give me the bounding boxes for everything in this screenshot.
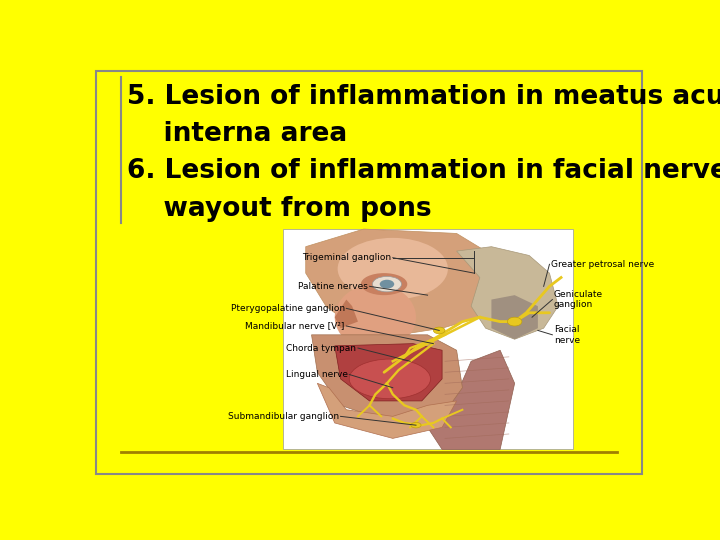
Text: Facial
nerve: Facial nerve	[554, 325, 580, 345]
Text: interna area: interna area	[127, 121, 348, 147]
Polygon shape	[306, 229, 492, 335]
Ellipse shape	[411, 422, 421, 428]
Ellipse shape	[372, 276, 402, 292]
Ellipse shape	[335, 284, 416, 350]
Text: 5. Lesion of inflammation in meatus acusticus: 5. Lesion of inflammation in meatus acus…	[127, 84, 720, 110]
Text: Palatine nerves: Palatine nerves	[298, 282, 368, 291]
Polygon shape	[456, 247, 558, 339]
Text: Geniculate
ganglion: Geniculate ganglion	[554, 290, 603, 309]
Text: wayout from pons: wayout from pons	[127, 196, 432, 222]
Polygon shape	[335, 300, 358, 328]
Text: 6. Lesion of inflammation in facial nerve (N.VII): 6. Lesion of inflammation in facial nerv…	[127, 158, 720, 184]
Text: Lingual nerve: Lingual nerve	[286, 370, 348, 379]
Text: Greater petrosal nerve: Greater petrosal nerve	[551, 260, 654, 269]
Polygon shape	[312, 335, 462, 423]
Ellipse shape	[433, 327, 445, 334]
Polygon shape	[428, 350, 515, 449]
Ellipse shape	[508, 317, 522, 326]
Ellipse shape	[338, 238, 448, 300]
Text: Chorda tympan: Chorda tympan	[287, 343, 356, 353]
Text: Pterygopalatine ganglion: Pterygopalatine ganglion	[230, 304, 345, 313]
Ellipse shape	[349, 359, 431, 399]
Text: Trigeminal ganglion: Trigeminal ganglion	[302, 253, 391, 262]
Ellipse shape	[379, 280, 395, 288]
Text: Mandibular nerve [V²]: Mandibular nerve [V²]	[246, 321, 345, 330]
Ellipse shape	[361, 273, 408, 295]
Polygon shape	[318, 383, 456, 438]
Polygon shape	[335, 343, 442, 401]
Text: Submandibular ganglion: Submandibular ganglion	[228, 412, 339, 421]
Bar	[282, 229, 572, 449]
Polygon shape	[492, 295, 538, 339]
